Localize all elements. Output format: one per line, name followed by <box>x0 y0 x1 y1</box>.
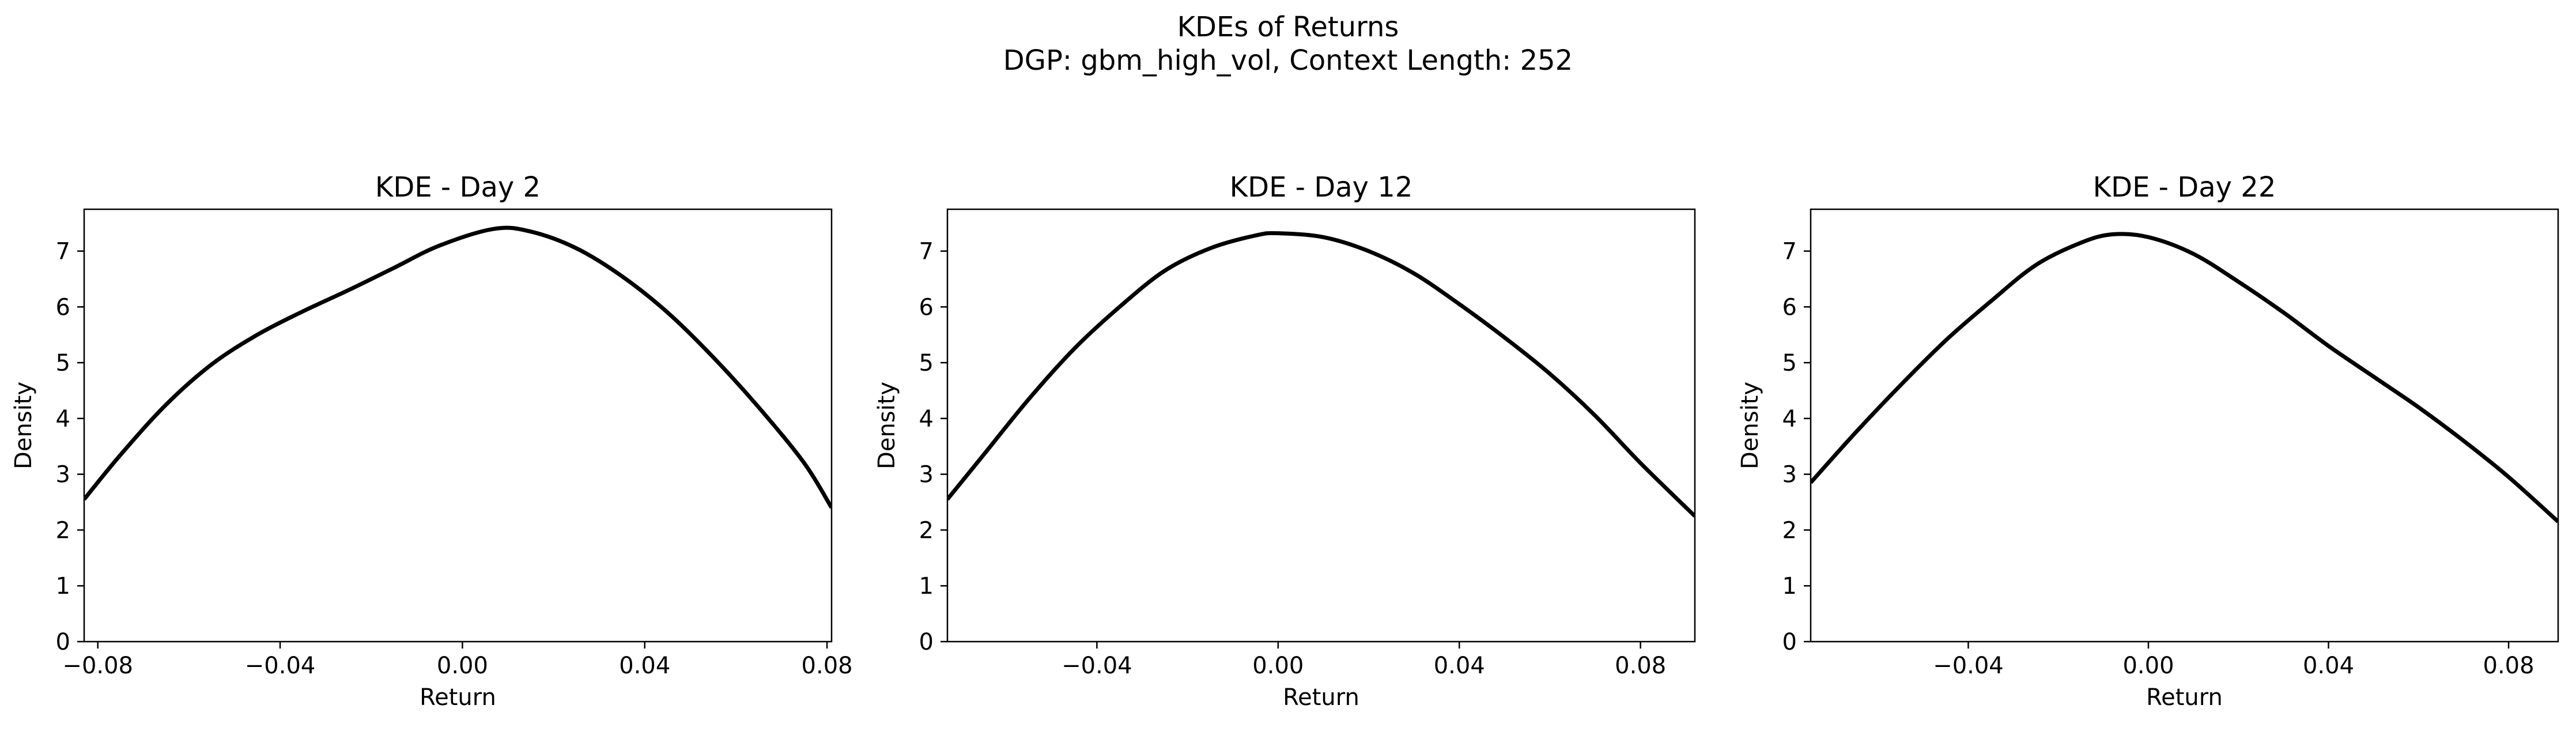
x-tick-label: 0.08 <box>2483 653 2535 679</box>
x-tick-label: 0.04 <box>2303 653 2354 679</box>
x-tick-label: 0.00 <box>1252 653 1304 679</box>
y-tick-label: 0 <box>919 629 934 655</box>
x-axis-label: Return <box>1283 684 1359 711</box>
axes-frame <box>1810 208 2559 643</box>
y-tick-label: 3 <box>919 462 934 488</box>
figure-title-line-1: KDEs of Returns <box>1177 11 1399 43</box>
panel-title: KDE - Day 22 <box>2093 171 2276 203</box>
x-tick-label: 0.04 <box>1434 653 1485 679</box>
y-tick-label: 2 <box>56 517 70 544</box>
chart-panel-3: −0.04 0.00 0.04 0.08 0 1 2 3 4 5 6 7 KDE - Day 22 Ret… <box>1737 171 2559 711</box>
figure-title: KDEs of Returns DGP: gbm_high_vol, Conte… <box>0 10 2576 77</box>
y-tick-label: 7 <box>919 239 934 265</box>
y-tick-label: 4 <box>56 406 70 432</box>
kde-line <box>1811 232 2558 523</box>
y-tick-label: 3 <box>56 462 70 488</box>
y-tick-label: 6 <box>1782 294 1797 321</box>
figure-title-line-2: DGP: gbm_high_vol, Context Length: 252 <box>1003 44 1573 77</box>
x-tick-label: 0.08 <box>1615 653 1666 679</box>
y-tick-label: 4 <box>1782 406 1797 432</box>
x-axis-label: Return <box>420 684 496 711</box>
chart-panel-1: −0.08 −0.04 0.00 0.04 0.08 0 1 2 3 4 5 6 7 KDE - Day … <box>10 171 853 711</box>
x-tick-label: 0.04 <box>619 653 670 679</box>
x-tick-label: −0.08 <box>62 653 133 679</box>
x-tick-label: 0.00 <box>2122 653 2174 679</box>
y-tick-label: 4 <box>919 406 934 432</box>
x-tick-label: 0.08 <box>802 653 853 679</box>
x-tick-label: 0.00 <box>437 653 488 679</box>
y-tick-label: 1 <box>919 573 934 600</box>
y-axis-label: Density <box>10 382 37 469</box>
y-tick-label: 5 <box>1782 350 1797 376</box>
x-tick-label: −0.04 <box>1062 653 1132 679</box>
y-tick-label: 5 <box>56 350 70 376</box>
x-axis-label: Return <box>2146 684 2223 711</box>
panel-title: KDE - Day 12 <box>1230 171 1413 203</box>
y-tick-label: 2 <box>919 517 934 544</box>
x-tick-label: −0.04 <box>245 653 316 679</box>
y-tick-label: 0 <box>1782 629 1797 655</box>
y-axis-label: Density <box>1737 382 1763 469</box>
x-tick-label: −0.04 <box>1933 653 2004 679</box>
y-tick-label: 1 <box>56 573 70 600</box>
y-tick-label: 7 <box>1782 239 1797 265</box>
y-tick-label: 6 <box>919 294 934 321</box>
y-tick-label: 3 <box>1782 462 1797 488</box>
chart-panel-2: −0.04 0.00 0.04 0.08 0 1 2 3 4 5 6 7 KDE - Day 12 Ret… <box>874 171 1696 711</box>
y-tick-label: 7 <box>56 239 70 265</box>
y-tick-label: 2 <box>1782 517 1797 544</box>
y-tick-label: 5 <box>919 350 934 376</box>
y-tick-label: 0 <box>56 629 70 655</box>
axes-frame <box>83 208 833 643</box>
panel-title: KDE - Day 2 <box>375 171 541 203</box>
axes-frame <box>946 208 1696 643</box>
y-tick-label: 1 <box>1782 573 1797 600</box>
y-axis-label: Density <box>874 382 900 469</box>
kde-line <box>84 225 832 509</box>
kde-line <box>947 231 1695 518</box>
y-tick-label: 6 <box>56 294 70 321</box>
